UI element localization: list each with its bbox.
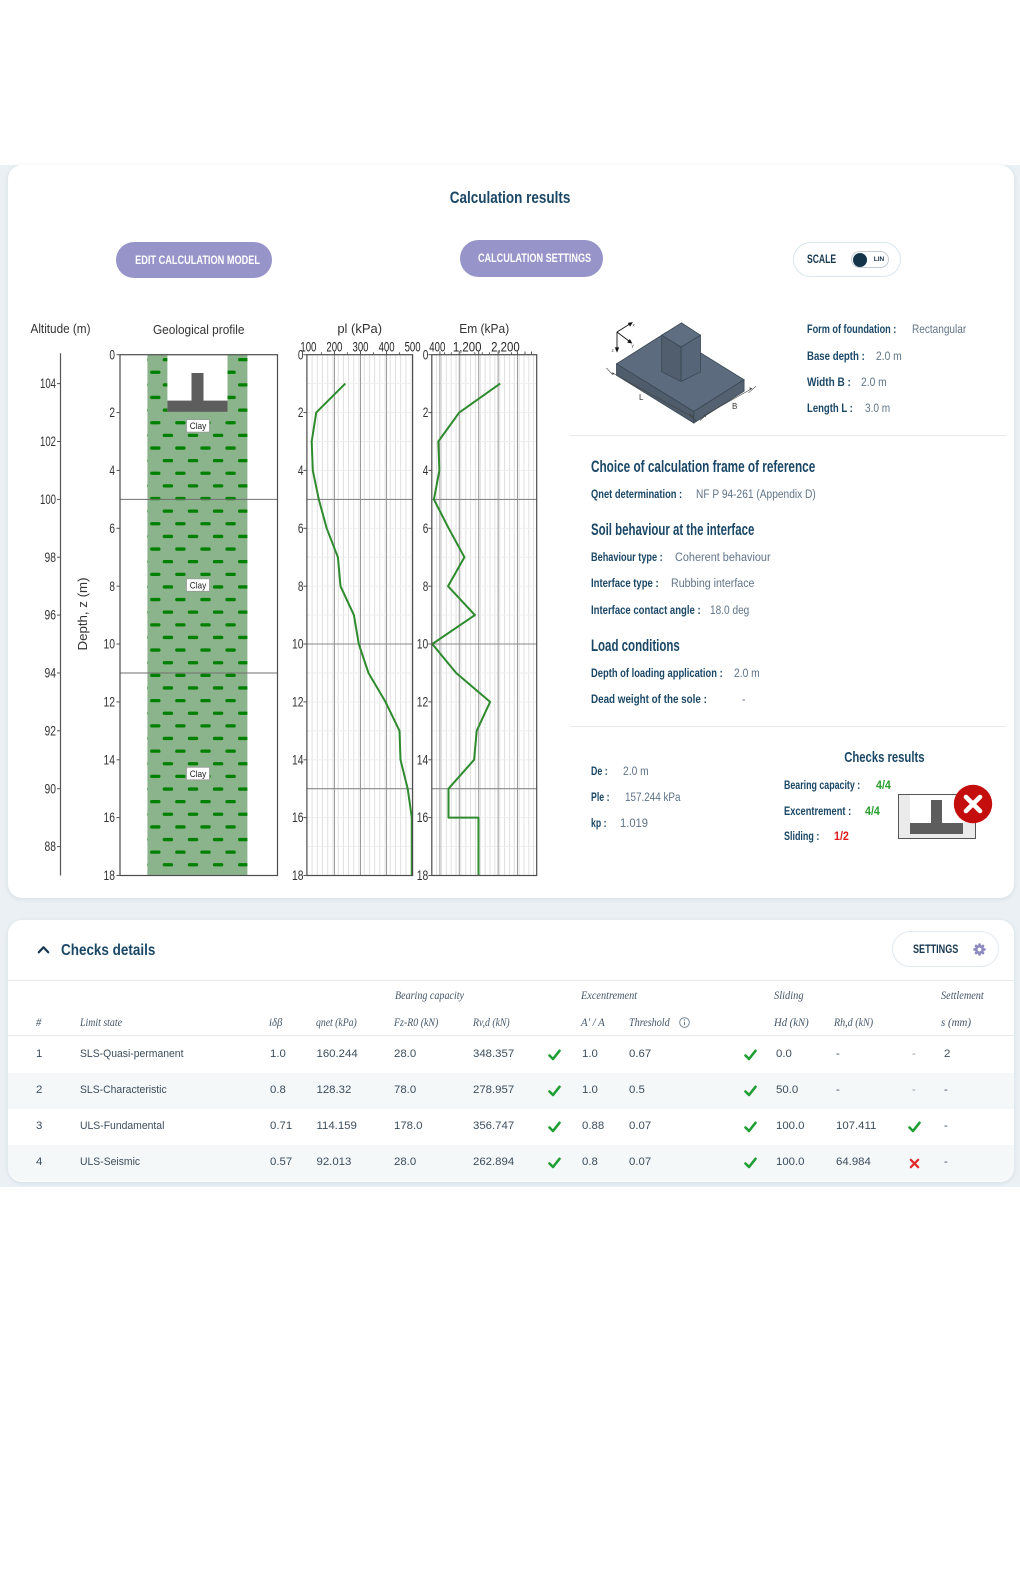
- svg-text:88: 88: [45, 838, 57, 854]
- svg-text:2,200: 2,200: [491, 339, 520, 355]
- svg-text:14: 14: [417, 751, 429, 767]
- svg-text:94: 94: [45, 665, 57, 681]
- svg-text:x: x: [633, 323, 636, 328]
- svg-text:12: 12: [417, 694, 429, 710]
- svg-text:6: 6: [109, 520, 115, 536]
- svg-text:4: 4: [423, 462, 429, 478]
- svg-text:400: 400: [379, 339, 395, 355]
- svg-text:10: 10: [292, 636, 304, 652]
- svg-text:0: 0: [109, 346, 115, 362]
- svg-text:6: 6: [423, 520, 429, 536]
- svg-text:200: 200: [326, 339, 342, 355]
- svg-text:100: 100: [300, 339, 316, 355]
- svg-text:Clay: Clay: [190, 580, 207, 591]
- svg-text:10: 10: [417, 636, 429, 652]
- svg-text:y: y: [632, 343, 635, 348]
- svg-text:98: 98: [45, 549, 57, 565]
- svg-text:Clay: Clay: [190, 421, 207, 432]
- svg-text:300: 300: [353, 339, 369, 355]
- svg-text:pl (kPa): pl (kPa): [337, 321, 382, 336]
- svg-text:B: B: [732, 402, 737, 411]
- svg-text:6: 6: [298, 520, 304, 536]
- svg-text:8: 8: [423, 578, 429, 594]
- svg-text:16: 16: [292, 809, 304, 825]
- svg-text:400: 400: [429, 339, 445, 355]
- svg-text:96: 96: [45, 607, 57, 623]
- svg-text:500: 500: [405, 339, 421, 355]
- svg-text:104: 104: [40, 375, 56, 391]
- svg-text:12: 12: [292, 694, 304, 710]
- svg-text:16: 16: [104, 809, 116, 825]
- svg-text:Clay: Clay: [190, 769, 207, 780]
- svg-text:12: 12: [104, 694, 116, 710]
- svg-text:8: 8: [298, 578, 304, 594]
- svg-text:92: 92: [45, 722, 57, 738]
- svg-text:Em (kPa): Em (kPa): [459, 321, 509, 336]
- svg-text:4: 4: [109, 462, 115, 478]
- svg-text:Altitude (m): Altitude (m): [31, 321, 91, 336]
- svg-text:L: L: [639, 393, 644, 402]
- svg-text:0: 0: [423, 346, 429, 362]
- svg-text:z: z: [612, 348, 615, 353]
- svg-text:1,200: 1,200: [453, 339, 482, 355]
- svg-text:2: 2: [298, 404, 304, 420]
- svg-text:10: 10: [104, 636, 116, 652]
- svg-text:18: 18: [104, 867, 116, 880]
- svg-text:14: 14: [104, 751, 116, 767]
- svg-text:16: 16: [417, 809, 429, 825]
- svg-text:102: 102: [40, 433, 56, 449]
- svg-text:4: 4: [298, 462, 304, 478]
- svg-text:2: 2: [109, 404, 115, 420]
- svg-text:18: 18: [292, 867, 304, 880]
- svg-text:18: 18: [417, 867, 429, 880]
- svg-text:100: 100: [40, 491, 56, 507]
- svg-text:Depth, z (m): Depth, z (m): [75, 578, 90, 651]
- svg-text:8: 8: [109, 578, 115, 594]
- svg-text:2: 2: [423, 404, 429, 420]
- svg-text:14: 14: [292, 751, 304, 767]
- svg-text:90: 90: [45, 780, 57, 796]
- svg-text:0: 0: [298, 346, 304, 362]
- svg-text:Geological profile: Geological profile: [153, 322, 245, 337]
